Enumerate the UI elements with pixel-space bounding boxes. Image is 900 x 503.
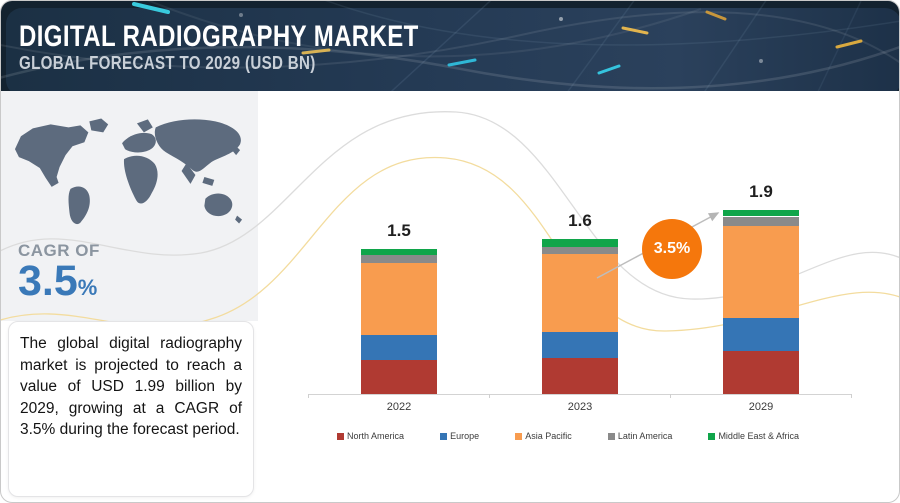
bar-total-label-2022: 1.5 — [387, 220, 411, 240]
bar-total-label-2029: 1.9 — [749, 181, 773, 201]
legend-item-latin-america: Latin America — [607, 431, 673, 441]
legend-marker-icon — [708, 432, 716, 440]
legend-label: North America — [347, 431, 405, 441]
bar-segment-asia-pacific-2022 — [361, 263, 437, 335]
legend-label: Latin America — [617, 431, 673, 441]
x-axis-label-2023: 2023 — [567, 401, 593, 413]
legend-label: Middle East & Africa — [718, 431, 799, 441]
bar-segment-europe-2029 — [723, 318, 799, 352]
legend-item-europe: Europe — [440, 431, 479, 441]
description-text: The global digital radiography market is… — [20, 335, 242, 438]
bar-segment-middle-east-africa-2022 — [361, 248, 437, 256]
legend-label: Asia Pacific — [525, 431, 572, 441]
bar-segment-asia-pacific-2029 — [723, 226, 799, 319]
legend-marker-icon — [515, 432, 523, 440]
bar-segment-europe-2022 — [361, 334, 437, 360]
x-axis-label-2029: 2029 — [748, 401, 774, 413]
description-card: The global digital radiography market is… — [8, 321, 254, 497]
growth-callout-badge: 3.5% — [642, 219, 702, 279]
axis-tick — [670, 394, 671, 398]
legend-marker-icon — [440, 432, 448, 440]
bar-segment-europe-2023 — [542, 331, 618, 359]
bar-segment-latin-america-2023 — [542, 246, 618, 255]
bar-segment-north-america-2029 — [723, 351, 799, 394]
header-network-decoration — [1, 1, 899, 91]
legend-item-asia-pacific: Asia Pacific — [515, 431, 572, 441]
page-subtitle: GLOBAL FORECAST TO 2029 (USD BN) — [19, 53, 316, 73]
bar-segment-latin-america-2029 — [723, 216, 799, 227]
axis-tick — [489, 394, 490, 398]
legend: North America Europe Asia Pacific Latin Ame… — [337, 431, 799, 441]
page-title: DIGITAL RADIOGRAPHY MARKET — [19, 20, 419, 53]
legend-label: Europe — [450, 431, 480, 441]
header: DIGITAL RADIOGRAPHY MARKET GLOBAL FORECA… — [1, 1, 899, 91]
bar-segment-north-america-2022 — [361, 360, 437, 394]
bar-segment-middle-east-africa-2023 — [542, 238, 618, 247]
axis-tick — [851, 394, 852, 398]
bar-segment-middle-east-africa-2029 — [723, 209, 799, 217]
legend-item-north-america: North America — [337, 431, 404, 441]
axis-tick — [308, 394, 309, 398]
legend-marker-icon — [607, 432, 615, 440]
bar-segment-latin-america-2022 — [361, 255, 437, 264]
bar-segment-asia-pacific-2023 — [542, 254, 618, 332]
legend-item-middle-east-africa: Middle East & Africa — [708, 431, 799, 441]
growth-callout-label: 3.5% — [653, 240, 691, 257]
bar-total-label-2023: 1.6 — [568, 210, 592, 230]
legend-marker-icon — [337, 432, 344, 440]
x-axis-line — [308, 394, 852, 395]
bar-segment-north-america-2023 — [542, 358, 618, 394]
x-axis-label-2022: 2022 — [386, 401, 412, 413]
